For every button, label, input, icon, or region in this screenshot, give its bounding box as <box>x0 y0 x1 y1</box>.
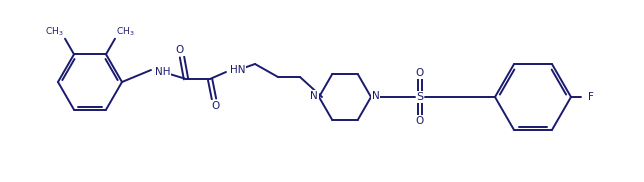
Text: F: F <box>588 92 594 102</box>
Text: O: O <box>416 68 424 78</box>
Text: S: S <box>417 92 424 102</box>
Text: CH$_3$: CH$_3$ <box>45 25 64 38</box>
Text: O: O <box>416 116 424 126</box>
Text: CH$_3$: CH$_3$ <box>116 25 135 38</box>
Text: N: N <box>310 91 318 101</box>
Text: HN: HN <box>230 65 245 75</box>
Text: O: O <box>212 101 220 111</box>
Text: NH: NH <box>155 67 171 77</box>
Text: O: O <box>176 45 184 55</box>
Text: N: N <box>372 91 380 101</box>
